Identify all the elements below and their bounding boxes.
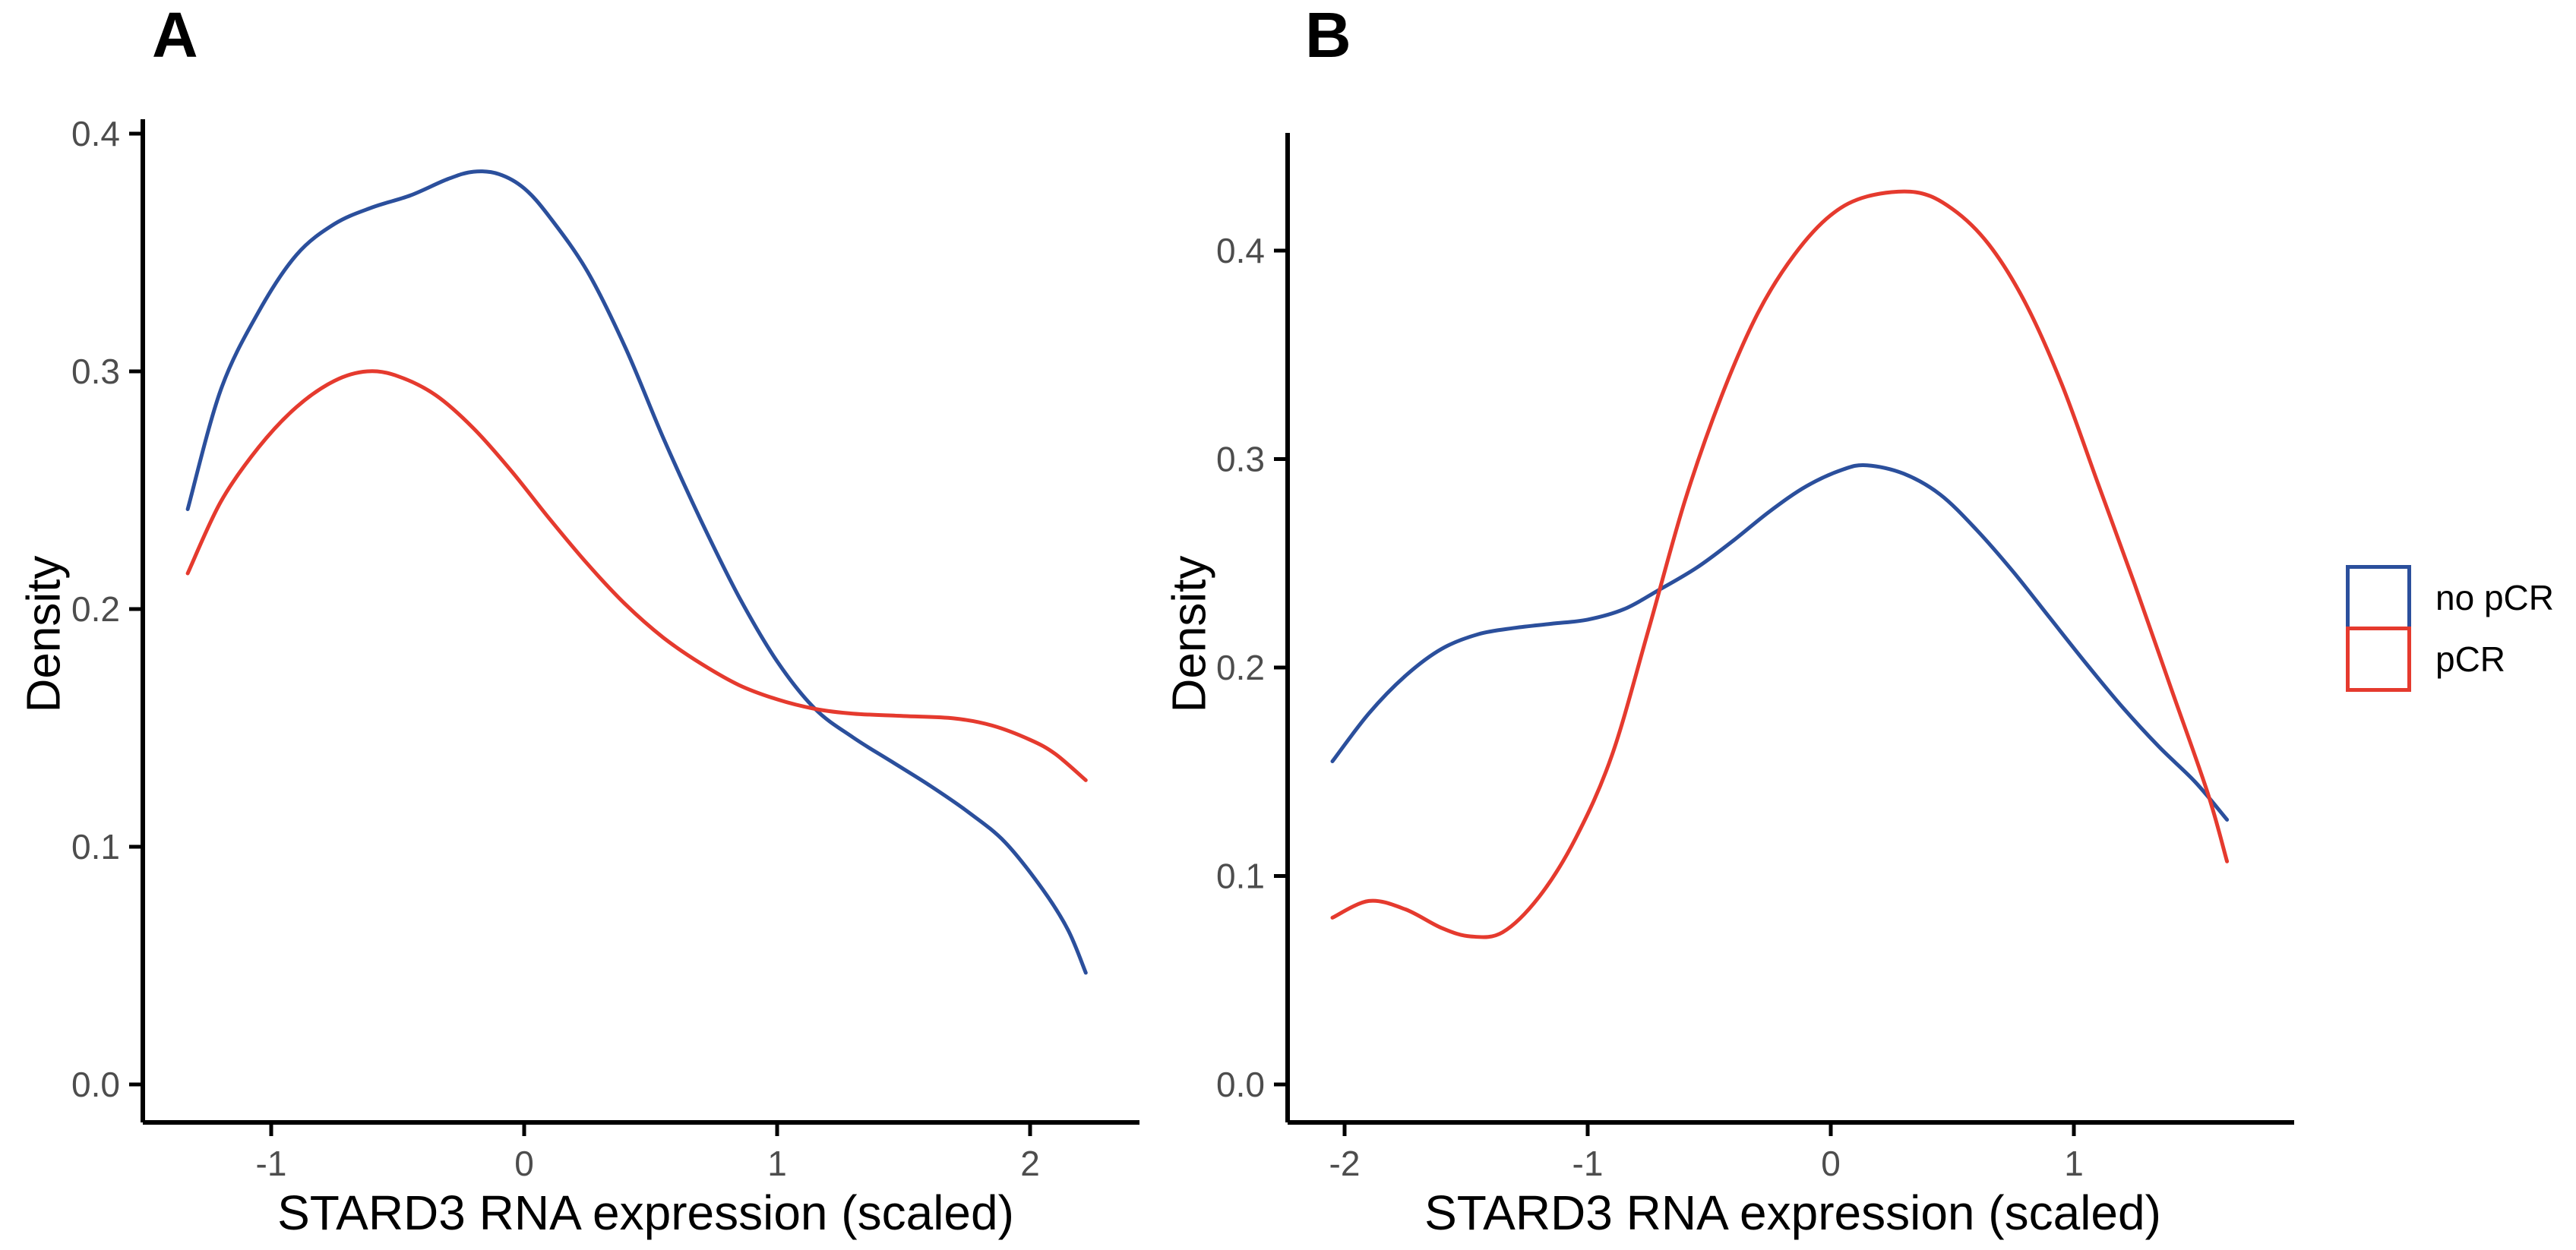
panel-a-letter: A	[152, 0, 198, 71]
panel-b-x-tick-label: 1	[2064, 1144, 2084, 1183]
panel-a-x-tick-label: 1	[767, 1144, 787, 1183]
panel-b-y-tick-label: 0.3	[1216, 440, 1265, 479]
panel-a-y-tick-label: 0.1	[71, 827, 120, 866]
pcr-swatch-icon	[2346, 627, 2411, 692]
legend-label-pcr: pCR	[2435, 639, 2506, 679]
panel-b-letter: B	[1305, 0, 1351, 71]
panel-b-y-axis-title: Density	[1163, 555, 1216, 713]
panel-a-y-tick-label: 0.3	[71, 352, 120, 391]
panel-a-y-tick-label: 0.2	[71, 589, 120, 629]
panel-a-x-tick-label: 2	[1020, 1144, 1040, 1183]
panel-b-x-tick-label: -2	[1329, 1144, 1361, 1183]
panel-b-x-tick-label: 0	[1821, 1144, 1841, 1183]
panel-a-curve-pcr	[185, 369, 1088, 782]
legend: no pCR pCR	[2346, 565, 2554, 692]
panel-a-curve-no-pcr	[185, 169, 1088, 975]
no-pcr-swatch-icon	[2346, 565, 2411, 630]
panel-a-y-tick-label: 0.0	[71, 1065, 120, 1104]
panel-b-y-tick-label: 0.1	[1216, 857, 1265, 896]
panel-a-y-axis-title: Density	[17, 555, 71, 713]
panel-a-x-axis-title: STARD3 RNA expression (scaled)	[277, 1185, 1014, 1240]
panel-b-curve-no-pcr	[1330, 462, 2230, 822]
legend-item-no-pcr: no pCR	[2346, 565, 2554, 630]
panel-b-y-tick-label: 0.2	[1216, 648, 1265, 687]
panel-b-y-tick-label: 0.0	[1216, 1065, 1265, 1104]
panel-b-x-tick-label: -1	[1572, 1144, 1604, 1183]
panel-a-x-tick-label: -1	[256, 1144, 287, 1183]
legend-item-pcr: pCR	[2346, 627, 2554, 692]
panel-b-curve-pcr	[1330, 189, 2230, 939]
legend-label-no-pcr: no pCR	[2435, 578, 2554, 617]
panel-b-y-tick-label: 0.4	[1216, 231, 1265, 270]
panel-b-x-axis-title: STARD3 RNA expression (scaled)	[1424, 1185, 2161, 1240]
panel-a-y-tick-label: 0.4	[71, 114, 120, 153]
panel-a-x-tick-label: 0	[514, 1144, 534, 1183]
